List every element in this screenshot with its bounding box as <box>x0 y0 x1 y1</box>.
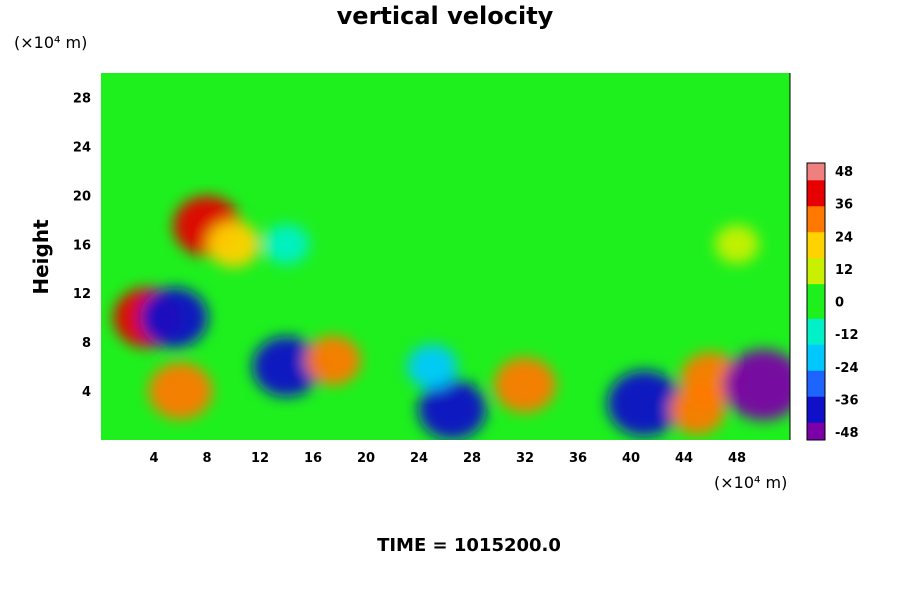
x-tick-label: 48 <box>728 451 746 466</box>
colorbar-segment <box>807 197 825 207</box>
colorbar-segment <box>807 370 825 380</box>
colorbar-segment <box>807 266 825 277</box>
field-feature-15 <box>715 224 759 264</box>
colorbar-tick-label: -48 <box>835 426 859 441</box>
x-tick-label: 32 <box>516 451 534 466</box>
field-feature-0 <box>148 362 213 420</box>
colorbar-segment <box>807 301 825 311</box>
time-label: TIME = 1015200.0 <box>377 535 561 556</box>
colorbar: 48 36 24 12 0 -12 -24 -36 -48 <box>806 162 859 441</box>
y-tick-label: 8 <box>82 336 91 351</box>
x-tick-label: 8 <box>202 451 211 466</box>
x-tick-label: 24 <box>410 451 428 466</box>
y-tick-label: 20 <box>73 189 91 204</box>
field-feature-4 <box>304 335 361 386</box>
colorbar-segment <box>807 327 825 337</box>
colorbar-segment <box>807 163 825 173</box>
plot-area <box>101 73 790 440</box>
colorbar-frame <box>806 162 826 441</box>
colorbar-segment <box>807 240 825 251</box>
colorbar-tick-label: -12 <box>835 328 859 343</box>
colorbar-tick-label: 0 <box>835 296 844 311</box>
field-feature-8 <box>607 370 682 437</box>
x-tick-label: 16 <box>304 451 322 466</box>
colorbar-tick-label: -24 <box>835 361 859 376</box>
colorbar-segment <box>807 431 825 441</box>
y-tick-label: 16 <box>73 238 91 253</box>
colorbar-segment <box>807 180 825 190</box>
colorbar-segment <box>807 292 825 302</box>
colorbar-segment <box>807 405 825 415</box>
colorbar-tick-label: 24 <box>835 230 853 245</box>
colorbar-segment <box>807 336 825 346</box>
colorbar-segment <box>807 206 825 216</box>
x-unit-label: (×10⁴ m) <box>714 473 787 492</box>
field-feature-2 <box>139 287 208 348</box>
colorbar-segment <box>807 258 825 268</box>
colorbar-segment <box>807 379 825 389</box>
colorbar-segment <box>807 232 825 242</box>
field-feature-14 <box>263 223 310 265</box>
y-axis-label: Height <box>29 219 53 295</box>
colorbar-segment <box>807 275 825 285</box>
chart-title: vertical velocity <box>337 2 554 30</box>
y-tick-label: 12 <box>73 287 91 302</box>
field-feature-7 <box>494 357 556 413</box>
field-feature-11 <box>723 349 790 421</box>
colorbar-segment <box>807 171 825 181</box>
colorbar-segment <box>807 318 825 328</box>
field-feature-5 <box>418 379 487 440</box>
colorbar-segment <box>807 396 825 406</box>
y-unit-label: (×10⁴ m) <box>14 33 87 52</box>
colorbar-segment <box>807 414 825 424</box>
colorbar-segment <box>807 284 825 294</box>
y-tick-label: 24 <box>73 140 91 155</box>
colorbar-segment <box>807 214 825 225</box>
colorbar-segment <box>807 223 825 233</box>
colorbar-segment <box>807 388 825 398</box>
y-tick-labels: 4 8 12 16 20 24 28 <box>73 91 91 400</box>
colorbar-segment <box>807 353 825 363</box>
x-tick-label: 4 <box>149 451 158 466</box>
colorbar-segment <box>807 310 825 320</box>
colorbar-tick-label: 12 <box>835 263 853 278</box>
colorbar-segment <box>807 249 825 259</box>
colorbar-segment <box>807 422 825 432</box>
x-tick-label: 12 <box>251 451 269 466</box>
x-tick-label: 36 <box>569 451 587 466</box>
x-tick-label: 44 <box>675 451 693 466</box>
colorbar-segment <box>807 188 825 199</box>
field-blobs <box>113 195 790 440</box>
colorbar-tick-label: 48 <box>835 165 853 180</box>
colorbar-segment <box>807 344 825 354</box>
colorbar-tick-label: 36 <box>835 198 853 213</box>
colorbar-tick-label: -36 <box>835 393 859 408</box>
x-tick-label: 28 <box>463 451 481 466</box>
y-tick-label: 4 <box>82 385 91 400</box>
field-feature-13 <box>207 221 260 268</box>
field-feature-10 <box>669 384 726 435</box>
y-tick-label: 28 <box>73 91 91 106</box>
x-tick-label: 40 <box>622 451 640 466</box>
colorbar-segment <box>807 362 825 372</box>
field-feature-6 <box>407 344 458 389</box>
x-tick-label: 20 <box>357 451 375 466</box>
field-feature-3 <box>252 336 321 397</box>
x-tick-labels: 4 8 12 16 20 24 28 32 36 40 44 48 <box>149 451 746 466</box>
